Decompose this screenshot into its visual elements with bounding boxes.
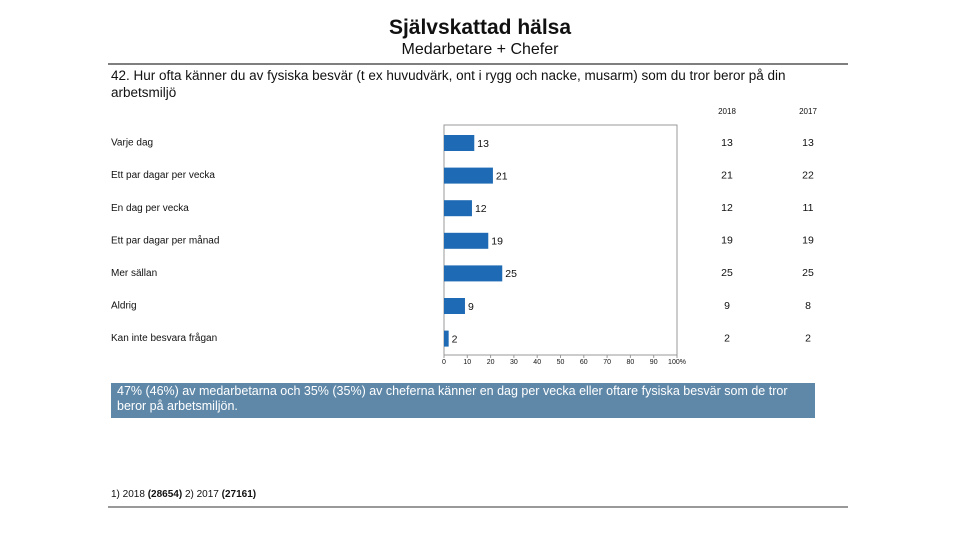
x-tick-label: 30 xyxy=(510,359,518,366)
data-label: 25 xyxy=(505,268,517,280)
data-label: 12 xyxy=(475,203,487,215)
x-tick-label: 10 xyxy=(463,359,471,366)
column-header: 2018 xyxy=(718,107,736,116)
table-cell: 22 xyxy=(802,169,814,181)
category-label: Ett par dagar per månad xyxy=(111,234,219,246)
table-cell: 13 xyxy=(721,137,733,149)
table-cell: 21 xyxy=(721,169,733,181)
category-label: Aldrig xyxy=(111,301,137,312)
footnote: 1) 2018 (28654) 2) 2017 (27161) xyxy=(111,489,256,500)
table-cell: 2 xyxy=(805,332,811,344)
data-label: 21 xyxy=(496,170,508,182)
bar xyxy=(444,298,465,314)
question: 42. Hur ofta känner du av fysiska besvär… xyxy=(111,68,786,100)
table-cell: 9 xyxy=(724,300,730,312)
footnote-part: (27161) xyxy=(221,489,257,500)
data-label: 19 xyxy=(491,236,503,248)
table-cell: 12 xyxy=(721,202,733,214)
category-label: Mer sällan xyxy=(111,268,157,279)
x-tick-label: 50 xyxy=(557,359,565,366)
table-cell: 13 xyxy=(802,137,814,149)
table-cell: 25 xyxy=(802,267,814,279)
subtitle: Medarbetare + Chefer xyxy=(401,41,559,58)
bar xyxy=(444,200,472,217)
bar xyxy=(444,135,475,151)
table-cell: 11 xyxy=(803,202,814,214)
table-cell: 25 xyxy=(721,267,733,279)
column-header: 2017 xyxy=(799,107,817,116)
data-label: 13 xyxy=(477,138,489,150)
x-tick-label: 80 xyxy=(627,359,635,366)
bar xyxy=(444,232,489,249)
note: 47% (46%) av medarbetarna och 35% (35%) … xyxy=(111,383,815,418)
title: Självskattad hälsa xyxy=(388,16,572,39)
x-tick-label: 40 xyxy=(533,359,541,366)
table-cell: 19 xyxy=(721,235,733,247)
bar xyxy=(444,330,449,347)
data-label: 9 xyxy=(468,301,474,313)
table-cell: 8 xyxy=(805,300,811,312)
table-cell: 2 xyxy=(724,332,730,344)
data-label: 2 xyxy=(452,333,458,345)
x-tick-label: 70 xyxy=(603,359,611,366)
x-tick-label: 90 xyxy=(650,359,658,366)
x-tick-label: 100% xyxy=(668,359,686,366)
category-label: Ett par dagar per vecka xyxy=(111,170,215,181)
footnote-part: 1) 2018 xyxy=(111,489,148,500)
x-tick-label: 60 xyxy=(580,359,588,366)
category-label: En dag per vecka xyxy=(111,203,189,214)
footnote-part: 2) 2017 xyxy=(182,489,222,500)
category-label: Kan inte besvara frågan xyxy=(111,332,217,344)
bar xyxy=(444,265,503,282)
table-cell: 19 xyxy=(802,235,814,247)
footnote-part: (28654) xyxy=(147,489,183,500)
x-tick-label: 20 xyxy=(487,359,495,366)
x-tick-label: 0 xyxy=(442,359,446,366)
bar xyxy=(444,167,493,184)
category-label: Varje dag xyxy=(111,138,153,149)
